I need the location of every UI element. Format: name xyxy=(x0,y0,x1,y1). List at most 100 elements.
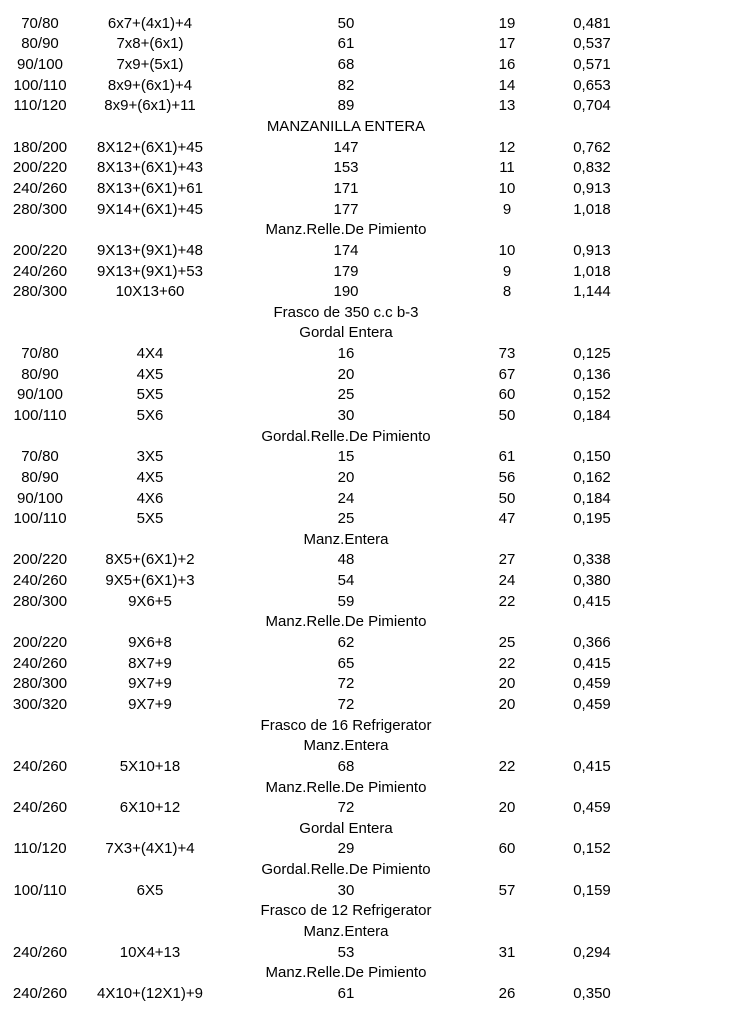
table-cell: 70/80 xyxy=(21,448,59,466)
section-header-label: Manz.Relle.De Pimiento xyxy=(265,613,427,631)
table-cell: 100/110 xyxy=(13,76,67,94)
section-header-label: Gordal Entera xyxy=(299,819,393,837)
table-cell: 26 xyxy=(498,984,516,1002)
table-cell: 5X10+18 xyxy=(119,757,181,775)
table-cell: 61 xyxy=(337,35,355,53)
section-header-label: Gordal Entera xyxy=(299,324,393,342)
section-header-row: Manz.Relle.De Pimiento xyxy=(0,962,743,983)
table-cell: 0,294 xyxy=(573,943,611,961)
section-header-row: Gordal Entera xyxy=(0,818,743,839)
table-cell: 67 xyxy=(498,365,516,383)
table-cell: 20 xyxy=(498,695,516,713)
table-cell: 0,152 xyxy=(573,386,611,404)
table-cell: 6x7+(4x1)+4 xyxy=(107,14,193,32)
table-cell: 9 xyxy=(502,200,512,218)
table-row: 280/300 9X6+5 59 22 0,415 xyxy=(0,591,743,612)
table-cell: 0,195 xyxy=(573,510,611,528)
section-header-label: Gordal.Relle.De Pimiento xyxy=(261,427,431,445)
table-cell: 0,459 xyxy=(573,675,611,693)
table-cell: 0,184 xyxy=(573,489,611,507)
table-cell: 9X7+9 xyxy=(128,675,172,693)
section-header-row: Gordal.Relle.De Pimiento xyxy=(0,859,743,880)
table-cell: 61 xyxy=(498,448,516,466)
table-cell: 8X5+(6X1)+2 xyxy=(105,551,195,569)
table-cell: 8X12+(6X1)+45 xyxy=(97,138,203,156)
table-cell: 60 xyxy=(498,386,516,404)
table-cell: 300/320 xyxy=(12,695,68,713)
table-cell: 10 xyxy=(498,179,516,197)
table-cell: 50 xyxy=(498,489,516,507)
table-cell: 9X13+(9X1)+53 xyxy=(97,262,203,280)
table-cell: 177 xyxy=(333,200,359,218)
table-cell: 4X4 xyxy=(136,345,164,363)
table-cell: 56 xyxy=(498,468,516,486)
table-cell: 0,537 xyxy=(573,35,611,53)
section-header-label: Manz.Entera xyxy=(303,530,389,548)
table-cell: 0,415 xyxy=(573,592,611,610)
table-cell: 20 xyxy=(337,468,355,486)
table-cell: 240/260 xyxy=(12,943,68,961)
table-cell: 25 xyxy=(337,510,355,528)
section-header-label: Frasco de 16 Refrigerator xyxy=(260,716,432,734)
table-row: 100/110 5X6 30 50 0,184 xyxy=(0,405,743,426)
table-cell: 9X6+5 xyxy=(128,592,172,610)
table-cell: 10X13+60 xyxy=(115,283,185,301)
table-cell: 240/260 xyxy=(12,799,68,817)
table-cell: 6X10+12 xyxy=(119,799,181,817)
table-row: 200/220 9X6+8 62 25 0,366 xyxy=(0,632,743,653)
table-cell: 22 xyxy=(498,757,516,775)
table-cell: 0,159 xyxy=(573,881,611,899)
section-header-label: Frasco de 350 c.c b-3 xyxy=(273,303,419,321)
table-cell: 19 xyxy=(498,14,516,32)
table-cell: 68 xyxy=(337,56,355,74)
table-cell: 200/220 xyxy=(12,634,68,652)
table-cell: 90/100 xyxy=(17,489,63,507)
table-cell: 54 xyxy=(337,572,355,590)
table-row: 240/260 4X10+(12X1)+9 61 26 0,350 xyxy=(0,983,743,1004)
table-cell: 7X3+(4X1)+4 xyxy=(105,840,195,858)
table-row: 70/80 3X5 15 61 0,150 xyxy=(0,446,743,467)
table-row: 280/300 10X13+60 190 8 1,144 xyxy=(0,281,743,302)
table-cell: 80/90 xyxy=(21,35,59,53)
section-header-label: Manz.Entera xyxy=(303,923,389,940)
table-cell: 8x9+(6x1)+11 xyxy=(104,97,196,115)
table-cell: 25 xyxy=(498,634,516,652)
section-header-row: Frasco de 12 Refrigerator xyxy=(0,901,743,922)
section-header-row: Manz.Relle.De Pimiento xyxy=(0,777,743,798)
table-cell: 0,704 xyxy=(573,97,611,115)
section-header-row: Frasco de 350 c.c b-3 xyxy=(0,302,743,323)
table-row: 240/260 9X13+(9X1)+53 179 9 1,018 xyxy=(0,261,743,282)
table-cell: 240/260 xyxy=(12,179,68,197)
table-cell: 0,481 xyxy=(573,14,611,32)
section-header-row: Manz.Entera xyxy=(0,529,743,550)
table-cell: 240/260 xyxy=(12,262,68,280)
table-cell: 240/260 xyxy=(12,654,68,672)
table-row: 180/200 8X12+(6X1)+45 147 12 0,762 xyxy=(0,137,743,158)
table-row: 100/110 8x9+(6x1)+4 82 14 0,653 xyxy=(0,75,743,96)
table-row: 200/220 9X13+(9X1)+48 174 10 0,913 xyxy=(0,240,743,261)
table-cell: 20 xyxy=(498,675,516,693)
table-cell: 5X5 xyxy=(136,510,164,528)
section-header-row: Manz.Entera xyxy=(0,921,743,942)
section-header-label: Gordal.Relle.De Pimiento xyxy=(261,861,431,879)
table-cell: 0,415 xyxy=(573,757,611,775)
table-cell: 50 xyxy=(337,14,355,32)
table-row: 110/120 8x9+(6x1)+11 89 13 0,704 xyxy=(0,96,743,117)
table-cell: 4X5 xyxy=(136,365,164,383)
table-cell: 240/260 xyxy=(12,757,68,775)
table-cell: 7x9+(5x1) xyxy=(116,56,184,74)
table-cell: 82 xyxy=(337,76,355,94)
table-cell: 70/80 xyxy=(21,345,59,363)
table-cell: 5X6 xyxy=(136,406,164,424)
table-row: 200/220 8X13+(6X1)+43 153 11 0,832 xyxy=(0,157,743,178)
table-cell: 25 xyxy=(337,386,355,404)
table-cell: 280/300 xyxy=(12,283,68,301)
table-cell: 9X5+(6X1)+3 xyxy=(105,572,195,590)
table-cell: 280/300 xyxy=(12,675,68,693)
table-row: 70/80 4X4 16 73 0,125 xyxy=(0,343,743,364)
table-row: 240/260 8X13+(6X1)+61 171 10 0,913 xyxy=(0,178,743,199)
table-cell: 22 xyxy=(498,592,516,610)
table-cell: 9X14+(6X1)+45 xyxy=(97,200,203,218)
table-row: 240/260 8X7+9 65 22 0,415 xyxy=(0,653,743,674)
table-cell: 70/80 xyxy=(21,14,59,32)
